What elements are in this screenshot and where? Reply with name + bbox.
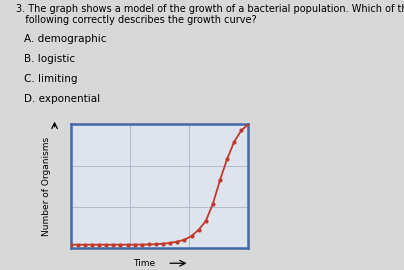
Text: C. limiting: C. limiting: [24, 74, 78, 84]
Point: [67, 242, 74, 247]
Point: [231, 139, 238, 144]
Point: [188, 234, 195, 238]
Point: [146, 242, 152, 247]
Point: [139, 242, 145, 247]
Point: [160, 242, 166, 246]
Point: [89, 242, 95, 247]
Point: [210, 201, 216, 206]
Point: [124, 242, 131, 247]
Text: following correctly describes the growth curve?: following correctly describes the growth…: [16, 15, 257, 25]
Point: [245, 122, 252, 126]
Text: 3. The graph shows a model of the growth of a bacterial population. Which of the: 3. The graph shows a model of the growth…: [16, 4, 404, 14]
Point: [131, 242, 138, 247]
Point: [75, 242, 81, 247]
Point: [117, 242, 124, 247]
Point: [181, 238, 188, 242]
Point: [217, 178, 223, 182]
Point: [153, 242, 159, 246]
Point: [103, 242, 109, 247]
Text: Time: Time: [133, 259, 155, 268]
Point: [82, 242, 88, 247]
Point: [224, 157, 230, 161]
Text: B. logistic: B. logistic: [24, 54, 76, 64]
Point: [202, 219, 209, 223]
Text: D. exponential: D. exponential: [24, 94, 100, 104]
Point: [167, 241, 173, 245]
Point: [96, 242, 102, 247]
Text: Number of Organisms: Number of Organisms: [42, 137, 51, 236]
Point: [174, 239, 181, 244]
Point: [238, 128, 244, 133]
Point: [110, 242, 117, 247]
Point: [196, 228, 202, 232]
Text: A. demographic: A. demographic: [24, 34, 107, 44]
